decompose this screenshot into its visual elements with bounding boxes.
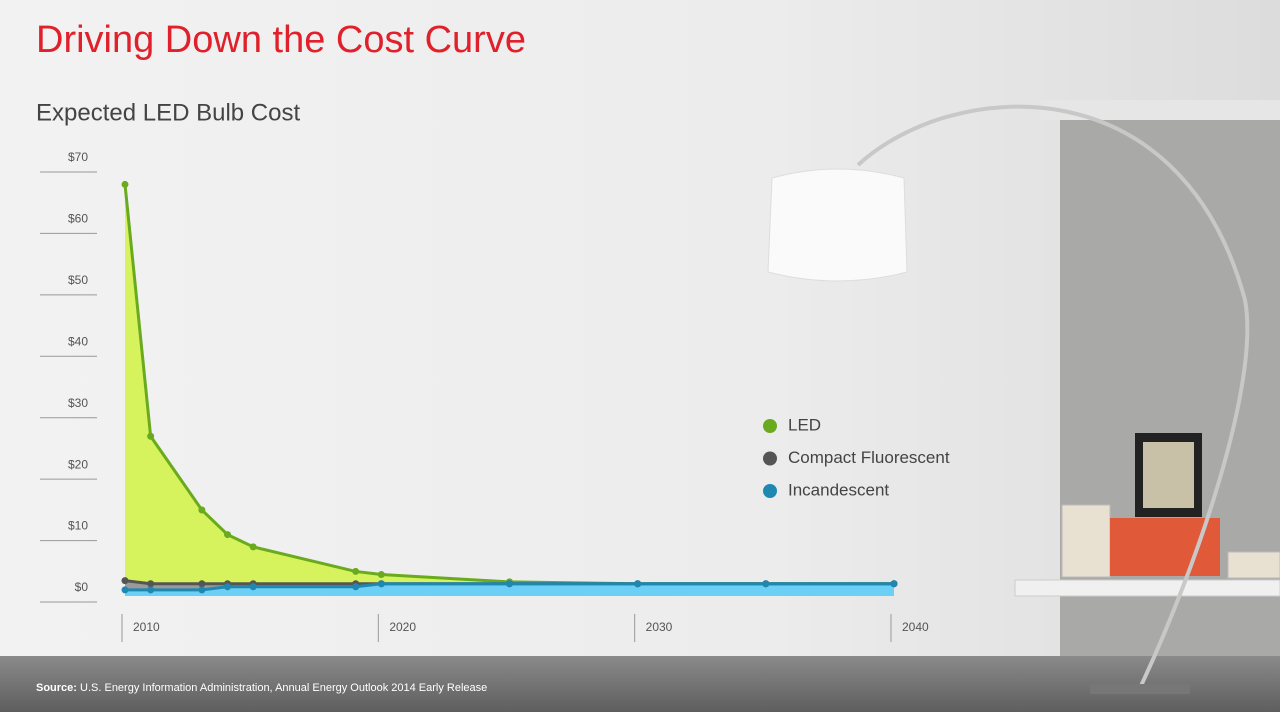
point	[121, 586, 129, 594]
title: Driving Down the Cost Curve	[36, 19, 526, 61]
lamp-shade	[767, 168, 908, 282]
plot: $0 $10 $20 $30 $40 $50 $60 $70 2010 2020 2030 2040 L…	[40, 150, 950, 642]
point	[377, 571, 385, 578]
legend-marker	[763, 451, 777, 466]
y-tick-label: $30	[68, 396, 88, 410]
x-tick-label: 2020	[389, 620, 416, 634]
x-tick-label: 2030	[646, 620, 673, 634]
y-tick-label: $40	[68, 334, 88, 348]
legend-label: Incandescent	[788, 480, 889, 499]
point	[147, 586, 155, 594]
legend-marker	[763, 484, 777, 498]
point	[147, 432, 155, 440]
point	[762, 580, 770, 588]
y-tick-label: $10	[68, 519, 88, 533]
point	[890, 580, 898, 588]
books	[1110, 518, 1220, 576]
point	[198, 586, 206, 594]
y-tick-label: $70	[68, 150, 88, 164]
photo	[1143, 442, 1194, 508]
lamp-arc	[856, 104, 1250, 689]
legend-label: LED	[788, 415, 821, 434]
subtitle: Expected LED Bulb Cost	[36, 99, 300, 126]
floor	[0, 656, 1280, 712]
point	[249, 543, 257, 551]
x-tick-label: 2010	[133, 620, 160, 634]
source-text: U.S. Energy Information Administration, …	[80, 682, 487, 694]
point	[147, 580, 155, 588]
shelf	[1014, 579, 1280, 597]
point	[121, 577, 129, 585]
books	[1061, 504, 1111, 578]
source-label: Source:	[36, 682, 77, 694]
legend-marker	[763, 419, 777, 433]
point	[377, 580, 385, 588]
books	[1227, 551, 1280, 579]
point	[121, 180, 129, 188]
point	[506, 580, 513, 588]
y-tick-label: $20	[68, 457, 88, 471]
point	[198, 506, 206, 514]
point	[224, 531, 232, 539]
wall-ledge	[1040, 100, 1280, 120]
point	[352, 567, 360, 575]
point	[249, 583, 257, 591]
point	[634, 580, 642, 588]
point	[198, 580, 206, 588]
y-tick-label: $60	[68, 212, 88, 226]
y-tick-label: $50	[68, 273, 88, 287]
y-tick-label: $0	[75, 580, 89, 594]
area	[125, 184, 894, 596]
wall-panel	[1060, 120, 1280, 660]
lamp-base	[1090, 684, 1190, 694]
source: Source: U.S. Energy Information Administ…	[36, 682, 487, 694]
legend-label: Compact Fluorescent	[788, 448, 950, 467]
point	[352, 583, 360, 591]
x-tick-label: 2040	[902, 620, 929, 634]
point	[224, 583, 232, 591]
